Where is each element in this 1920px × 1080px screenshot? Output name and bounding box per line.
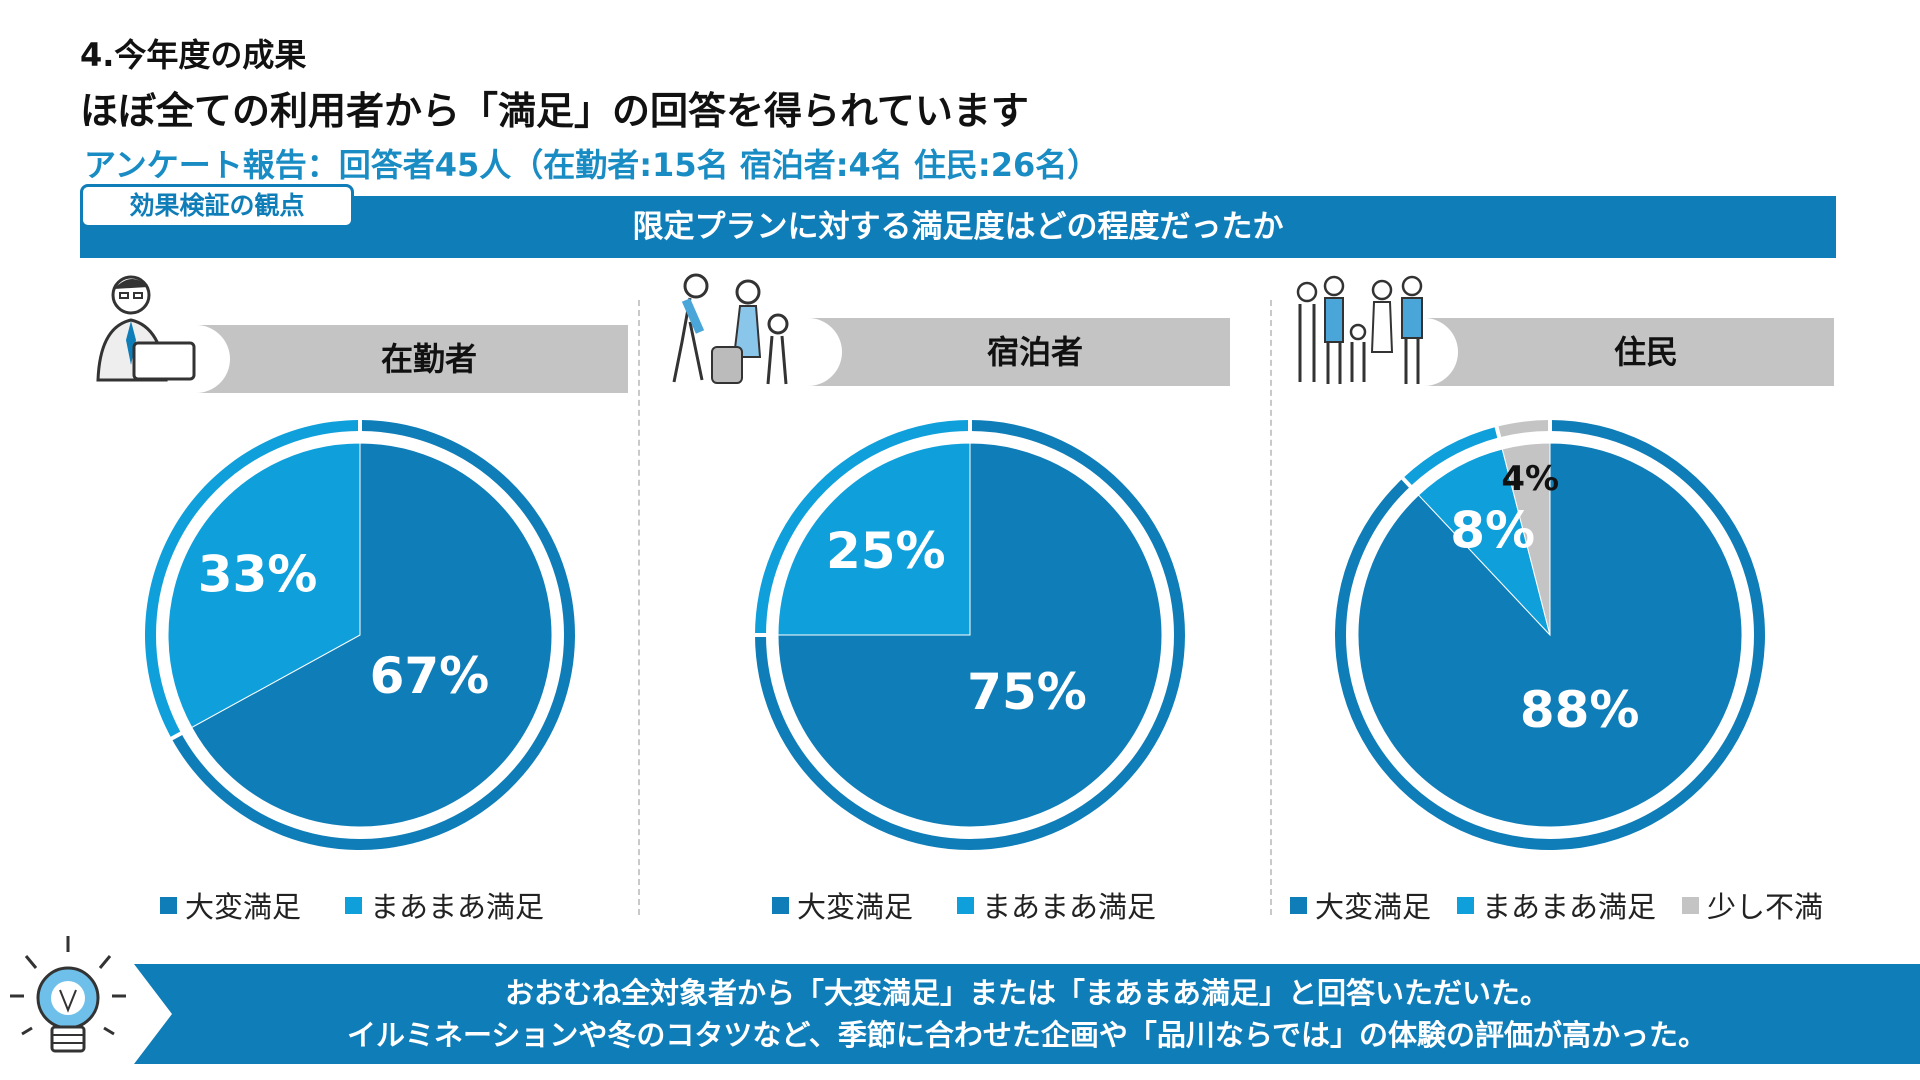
ring-segment-少し不満 (1496, 420, 1550, 440)
pie-slice-大変満足 (191, 442, 553, 828)
pie-slice-まあまあ満足 (777, 442, 971, 636)
legend-label: 大変満足 (1315, 890, 1432, 924)
conclusion-line-1: おおむね全対象者から「大変満足」または「まあまあ満足」と回答いただいた。 (504, 976, 1549, 1010)
column-separator (638, 300, 640, 915)
legend-label: まあまあ満足 (1482, 890, 1657, 924)
category-label-guest: 宿泊者 (800, 318, 1230, 386)
conclusion-line-2: イルミネーションや冬のコタツなど、季節に合わせた企画や「品川ならでは」の体験の評… (346, 1018, 1708, 1052)
legend-label: 少し不満 (1707, 890, 1824, 924)
ring-gap (156, 431, 564, 839)
office-worker-icon (96, 275, 196, 382)
legend-item: 大変満足 (160, 884, 301, 926)
travelers-icon (672, 273, 789, 385)
legend-label: 大変満足 (185, 890, 302, 924)
ring-gap (766, 431, 1174, 839)
ring-divider (1399, 475, 1415, 491)
legend-swatch (345, 896, 363, 914)
data-label-まあまあ満足: 25% (826, 522, 946, 580)
legend-item: まあまあ満足 (957, 884, 1156, 926)
legend-swatch (160, 896, 177, 914)
ring-divider (1494, 424, 1503, 442)
ring-segment-まあまあ満足 (145, 420, 360, 739)
data-label-大変満足: 67% (370, 647, 490, 705)
category-label-worker: 在勤者 (190, 325, 628, 393)
data-label-大変満足: 75% (967, 663, 1087, 721)
category-notch (778, 318, 842, 386)
category-label-resident: 住民 (1418, 318, 1834, 386)
legend-worker: 大変満足 まあまあ満足 (160, 884, 544, 926)
ring-divider (168, 729, 186, 742)
legend-label: まあまあ満足 (370, 890, 545, 924)
data-label-まあまあ満足: 8% (1450, 502, 1535, 560)
data-label-まあまあ満足: 33% (198, 545, 318, 603)
conclusion-banner: おおむね全対象者から「大変満足」または「まあまあ満足」と回答いただいた。 イルミ… (134, 964, 1920, 1064)
section-number: 4.今年度の成果 (80, 36, 307, 74)
ring-gap (1346, 431, 1754, 839)
page-title: ほぼ全ての利用者から「満足」の回答を得られています (80, 89, 1029, 133)
legend-swatch (957, 896, 975, 914)
legend-swatch (1290, 896, 1307, 914)
legend-resident: 大変満足 まあまあ満足 少し不満 (1290, 884, 1823, 926)
pie-slice-大変満足 (777, 442, 1163, 828)
legend-label: まあまあ満足 (982, 890, 1157, 924)
family-icon (1296, 275, 1423, 384)
pie-slice-まあまあ満足 (167, 442, 361, 729)
legend-item: 大変満足 (1290, 884, 1431, 926)
legend-swatch (1682, 896, 1700, 914)
legend-item: 大変満足 (772, 884, 913, 926)
data-label-大変満足: 88% (1520, 681, 1640, 739)
legend-item: 少し不満 (1682, 884, 1823, 926)
column-separator (1270, 300, 1272, 915)
pie-slice-少し不満 (1501, 442, 1551, 636)
survey-summary: アンケート報告：回答者45人（在勤者:15名 宿泊者:4名 住民:26名） (84, 146, 1100, 184)
legend-guest: 大変満足 まあまあ満足 (772, 884, 1156, 926)
legend-label: 大変満足 (797, 890, 914, 924)
question-banner: 限定プランに対する満足度はどの程度だったか (80, 196, 1836, 258)
pie-chart-resident: 88% 8%4% (1335, 418, 1765, 850)
perspective-tag: 効果検証の観点 (80, 184, 354, 228)
pie-slice-まあまあ満足 (1417, 448, 1551, 636)
legend-item: まあまあ満足 (1457, 884, 1656, 926)
legend-swatch (772, 896, 789, 914)
data-label-少し不満: 4% (1501, 459, 1559, 499)
pie-chart-worker: 67% 33% (145, 418, 575, 850)
legend-item: まあまあ満足 (345, 884, 544, 926)
legend-swatch (1457, 896, 1475, 914)
lightbulb-icon (10, 936, 126, 1053)
pie-chart-guest: 75% 25% (753, 418, 1185, 850)
